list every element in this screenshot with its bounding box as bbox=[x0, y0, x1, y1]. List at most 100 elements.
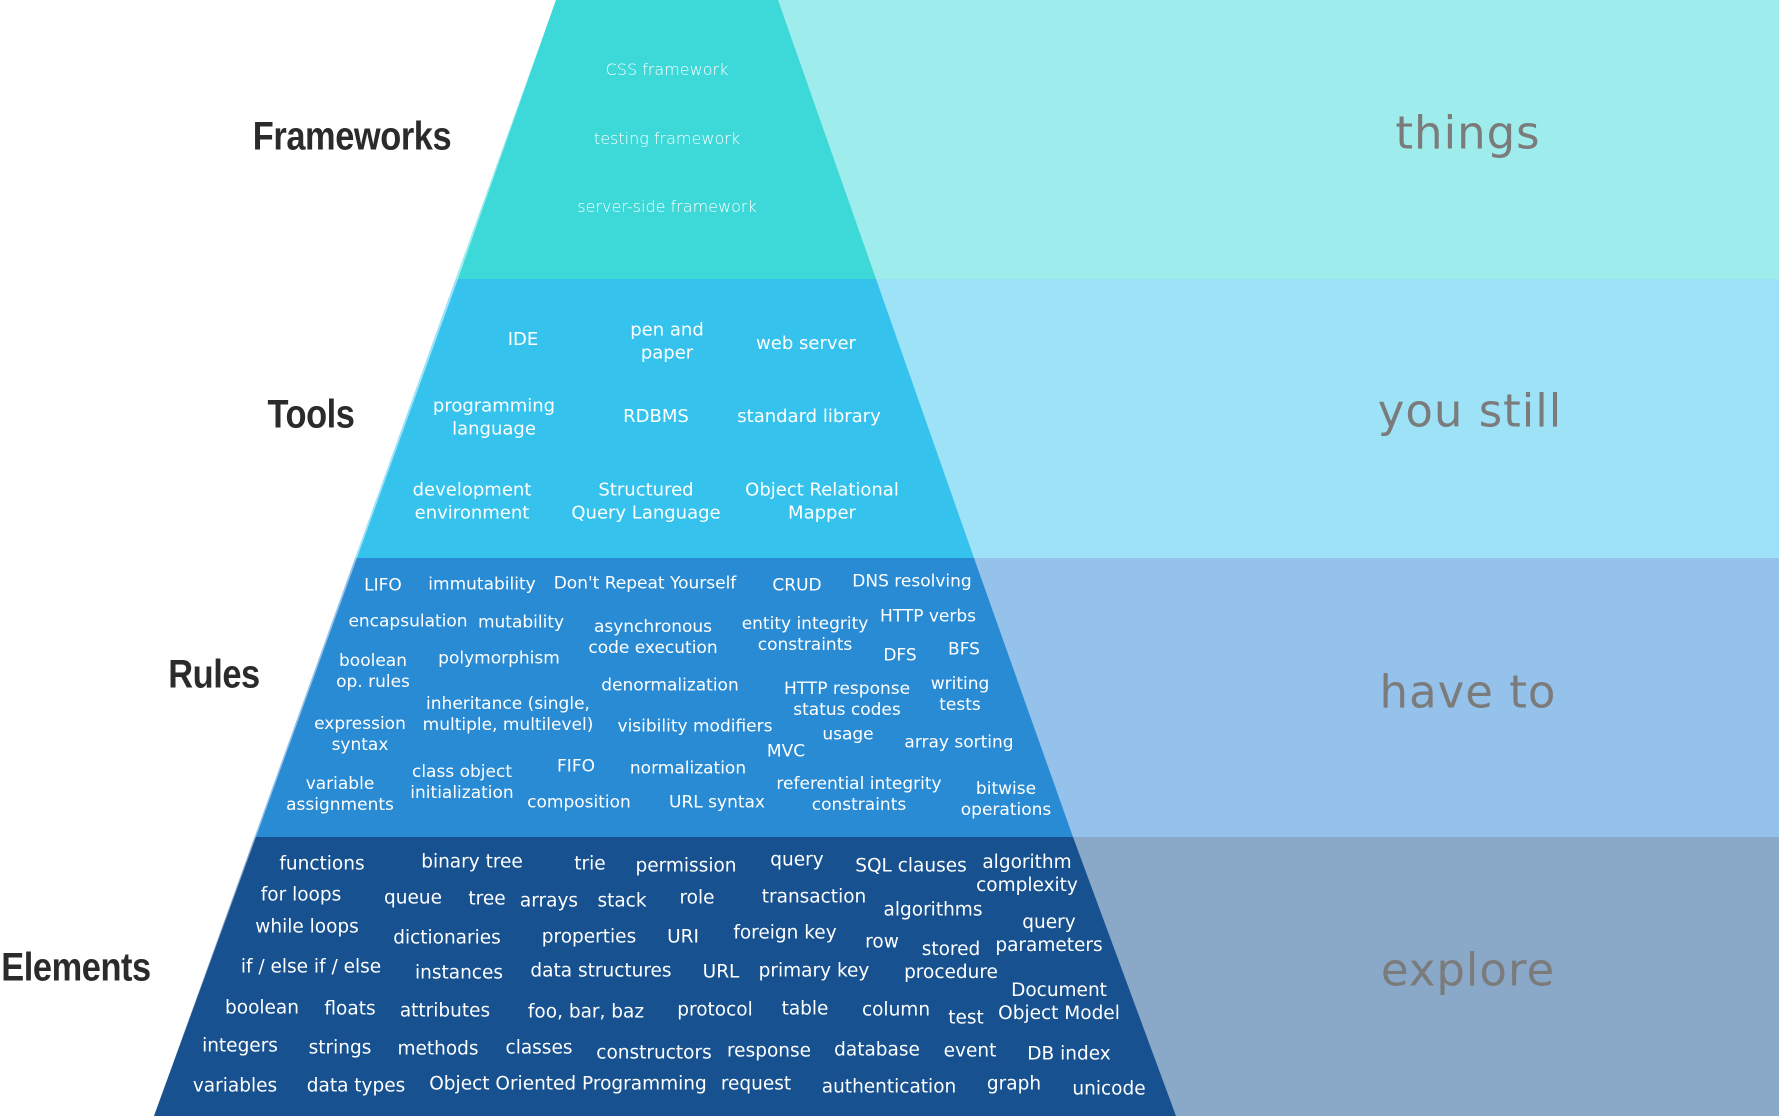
term-primary-key: primary key bbox=[758, 960, 870, 982]
side-text-explore: explore bbox=[1380, 943, 1556, 997]
term-data-types: data types bbox=[306, 1075, 406, 1097]
term-trie: trie bbox=[574, 853, 606, 875]
term-testing-framework: testing framework bbox=[593, 129, 741, 148]
term-instances: instances bbox=[414, 962, 504, 984]
term-polymorphism: polymorphism bbox=[438, 648, 560, 669]
term-dont-repeat-yourself: Don't Repeat Yourself bbox=[553, 573, 737, 594]
term-bfs: BFS bbox=[948, 639, 980, 660]
term-boolean: boolean bbox=[225, 997, 299, 1019]
tier-elements bbox=[154, 837, 1176, 1116]
side-text-have-to: have to bbox=[1379, 665, 1557, 719]
level-label-elements: Elements bbox=[1, 945, 151, 990]
term-array-sorting: array sorting bbox=[904, 732, 1014, 753]
term-rdbms: RDBMS bbox=[623, 405, 689, 427]
level-label-frameworks: Frameworks bbox=[252, 114, 452, 159]
term-for-loops: for loops bbox=[260, 884, 342, 906]
term-mvc: MVC bbox=[766, 741, 806, 762]
term-foo-bar-baz: foo, bar, baz bbox=[527, 1001, 645, 1023]
term-denormalization: denormalization bbox=[601, 675, 739, 696]
term-attributes: attributes bbox=[399, 1000, 491, 1022]
term-mutability: mutability bbox=[477, 612, 565, 633]
level-label-rules: Rules bbox=[168, 652, 260, 697]
term-variables: variables bbox=[192, 1075, 278, 1097]
term-web-server: web server bbox=[756, 332, 856, 354]
term-constructors: constructors bbox=[596, 1042, 712, 1064]
term-response: response bbox=[726, 1040, 812, 1062]
term-tree: tree bbox=[468, 888, 506, 910]
term-stack: stack bbox=[597, 890, 647, 912]
term-url-syntax: URL syntax bbox=[669, 792, 765, 813]
term-if-else: if / else if / else bbox=[240, 956, 382, 978]
term-writing-tests: writing tests bbox=[930, 673, 990, 715]
term-stored-procedure: stored procedure bbox=[904, 938, 998, 983]
term-database: database bbox=[834, 1039, 920, 1061]
term-encapsulation: encapsulation bbox=[348, 611, 468, 632]
term-methods: methods bbox=[397, 1038, 479, 1060]
term-ide: IDE bbox=[507, 328, 539, 350]
term-algorithm-complexity: algorithm complexity bbox=[976, 851, 1078, 896]
term-binary-tree: binary tree bbox=[421, 851, 523, 873]
side-text-things: things bbox=[1395, 106, 1541, 160]
term-properties: properties bbox=[541, 926, 637, 948]
term-algorithms: algorithms bbox=[883, 899, 983, 921]
term-while-loops: while loops bbox=[255, 916, 359, 938]
term-crud: CRUD bbox=[772, 575, 822, 596]
tier-rules bbox=[256, 558, 1073, 837]
term-visibility-modifiers: visibility modifiers bbox=[617, 716, 773, 737]
tier-frameworks bbox=[458, 0, 876, 279]
term-referential-integrity-constraints: referential integrity constraints bbox=[776, 773, 942, 815]
term-asynchronous-code-execution: asynchronous code execution bbox=[588, 616, 718, 658]
term-foreign-key: foreign key bbox=[733, 922, 837, 944]
term-structured-query-language: Structured Query Language bbox=[571, 479, 721, 524]
term-dfs: DFS bbox=[883, 645, 917, 666]
term-sql-clauses: SQL clauses bbox=[855, 855, 967, 877]
term-pen-and-paper: pen and paper bbox=[630, 319, 704, 364]
term-event: event bbox=[943, 1040, 997, 1062]
tier-tools bbox=[357, 279, 974, 558]
term-http-verbs: HTTP verbs bbox=[879, 606, 977, 627]
term-query: query bbox=[770, 849, 824, 871]
term-db-index: DB index bbox=[1027, 1043, 1111, 1065]
term-boolean-op-rules: boolean op. rules bbox=[336, 650, 410, 692]
term-unicode: unicode bbox=[1072, 1078, 1146, 1100]
term-standard-library: standard library bbox=[737, 405, 881, 427]
term-transaction: transaction bbox=[761, 886, 867, 908]
term-inheritance: inheritance (single, multiple, multileve… bbox=[422, 693, 594, 735]
term-request: request bbox=[720, 1073, 792, 1095]
white-left-region bbox=[0, 0, 556, 1116]
term-table: table bbox=[781, 998, 829, 1020]
term-object-relational-mapper: Object Relational Mapper bbox=[745, 479, 899, 524]
term-graph: graph bbox=[986, 1073, 1042, 1095]
term-server-side-framework: server-side framework bbox=[577, 197, 757, 216]
term-dictionaries: dictionaries bbox=[393, 927, 501, 949]
term-integers: integers bbox=[202, 1035, 278, 1057]
term-functions: functions bbox=[279, 853, 365, 875]
side-text-you-still: you still bbox=[1377, 384, 1563, 438]
term-lifo: LIFO bbox=[364, 575, 402, 596]
term-http-response-status-codes: HTTP response status codes bbox=[783, 678, 911, 720]
term-protocol: protocol bbox=[677, 999, 753, 1021]
term-classes: classes bbox=[505, 1037, 573, 1059]
term-object-oriented-programming: Object Oriented Programming bbox=[429, 1073, 707, 1095]
term-column: column bbox=[861, 999, 931, 1021]
term-class-object-initialization: class object initialization bbox=[410, 761, 514, 803]
term-programming-language: programming language bbox=[432, 395, 556, 440]
term-usage: usage bbox=[822, 724, 874, 745]
term-composition: composition bbox=[527, 792, 631, 813]
term-authentication: authentication bbox=[821, 1076, 957, 1098]
term-uri: URI bbox=[667, 926, 699, 948]
term-expression-syntax: expression syntax bbox=[314, 713, 406, 755]
term-row: row bbox=[865, 931, 899, 953]
term-normalization: normalization bbox=[629, 758, 747, 779]
term-query-parameters: query parameters bbox=[995, 911, 1103, 956]
term-entity-integrity-constraints: entity integrity constraints bbox=[741, 613, 869, 655]
term-strings: strings bbox=[308, 1037, 372, 1059]
term-immutability: immutability bbox=[428, 574, 536, 595]
level-label-tools: Tools bbox=[267, 392, 355, 437]
term-queue: queue bbox=[384, 887, 442, 909]
term-dns-resolving: DNS resolving bbox=[852, 571, 972, 592]
term-variable-assignments: variable assignments bbox=[286, 773, 394, 815]
term-test: test bbox=[948, 1007, 984, 1029]
term-url: URL bbox=[702, 961, 740, 983]
